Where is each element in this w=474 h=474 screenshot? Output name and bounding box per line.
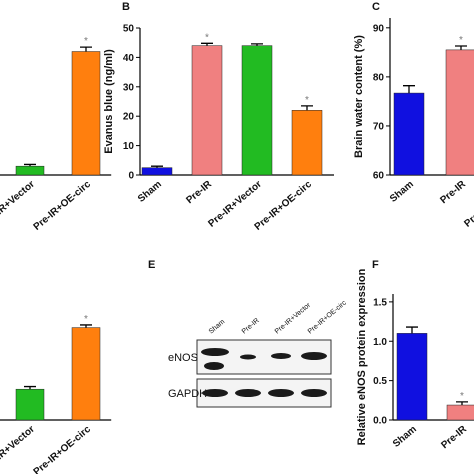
error-bar bbox=[301, 105, 313, 111]
error-bar bbox=[80, 324, 92, 328]
bar bbox=[291, 110, 323, 176]
panel-label: C bbox=[372, 1, 380, 13]
panel-label: E bbox=[148, 259, 155, 271]
significance-mark: * bbox=[205, 32, 209, 43]
panel-label: B bbox=[122, 1, 130, 13]
y-tick-label: 0.0 bbox=[373, 416, 387, 427]
bar bbox=[396, 333, 428, 421]
bar bbox=[71, 51, 101, 176]
blot-band bbox=[202, 389, 228, 397]
blot-band bbox=[201, 348, 229, 356]
y-tick-label: 20 bbox=[123, 112, 135, 123]
y-tick-label: 40 bbox=[123, 53, 135, 64]
y-axis-label: Relative eNOS protein expression bbox=[356, 268, 368, 445]
error-bar bbox=[24, 163, 36, 167]
bar bbox=[241, 45, 273, 176]
y-tick-label: 30 bbox=[123, 82, 135, 93]
y-tick-label: 50 bbox=[123, 24, 135, 35]
blot-band bbox=[271, 353, 291, 359]
y-tick-label: 1.5 bbox=[373, 297, 387, 308]
row-label: eNOS bbox=[168, 352, 198, 364]
blot-band bbox=[235, 389, 261, 397]
error-bar bbox=[455, 45, 467, 50]
bar bbox=[15, 165, 45, 176]
panel-label: F bbox=[372, 259, 379, 271]
y-tick-label: 0 bbox=[128, 171, 134, 182]
y-tick-label: 60 bbox=[373, 171, 385, 182]
error-bar bbox=[151, 165, 163, 168]
bar bbox=[141, 167, 173, 176]
error-bar bbox=[456, 401, 468, 406]
y-tick-label: 1.0 bbox=[373, 337, 387, 348]
bar bbox=[15, 388, 45, 421]
significance-mark: * bbox=[84, 314, 88, 325]
error-bar bbox=[80, 46, 92, 52]
y-axis-label: Evanus blue (ng/ml) bbox=[103, 49, 115, 154]
y-tick-label: 80 bbox=[373, 72, 385, 83]
blot-band bbox=[301, 389, 327, 397]
error-bar bbox=[251, 43, 263, 46]
significance-mark: * bbox=[460, 391, 464, 402]
blot-band bbox=[240, 354, 256, 360]
bar bbox=[393, 92, 425, 176]
y-tick-label: 10 bbox=[123, 141, 135, 152]
blot-band bbox=[204, 362, 224, 370]
bar bbox=[191, 45, 223, 176]
significance-mark: * bbox=[305, 95, 309, 106]
error-bar bbox=[24, 385, 36, 390]
bar bbox=[445, 49, 474, 176]
row-label: GAPDH bbox=[168, 388, 207, 400]
y-tick-label: 70 bbox=[373, 121, 385, 132]
significance-mark: * bbox=[84, 36, 88, 47]
bar bbox=[446, 404, 474, 421]
blot-band bbox=[268, 389, 294, 397]
error-bar bbox=[403, 85, 415, 94]
error-bar bbox=[201, 42, 213, 46]
bar bbox=[71, 327, 101, 421]
blot-band bbox=[301, 352, 327, 360]
significance-mark: * bbox=[459, 35, 463, 46]
y-axis-label: Brain water content (%) bbox=[353, 35, 365, 158]
y-tick-label: 0.5 bbox=[373, 376, 387, 387]
y-tick-label: 90 bbox=[373, 23, 385, 34]
error-bar bbox=[406, 326, 418, 334]
